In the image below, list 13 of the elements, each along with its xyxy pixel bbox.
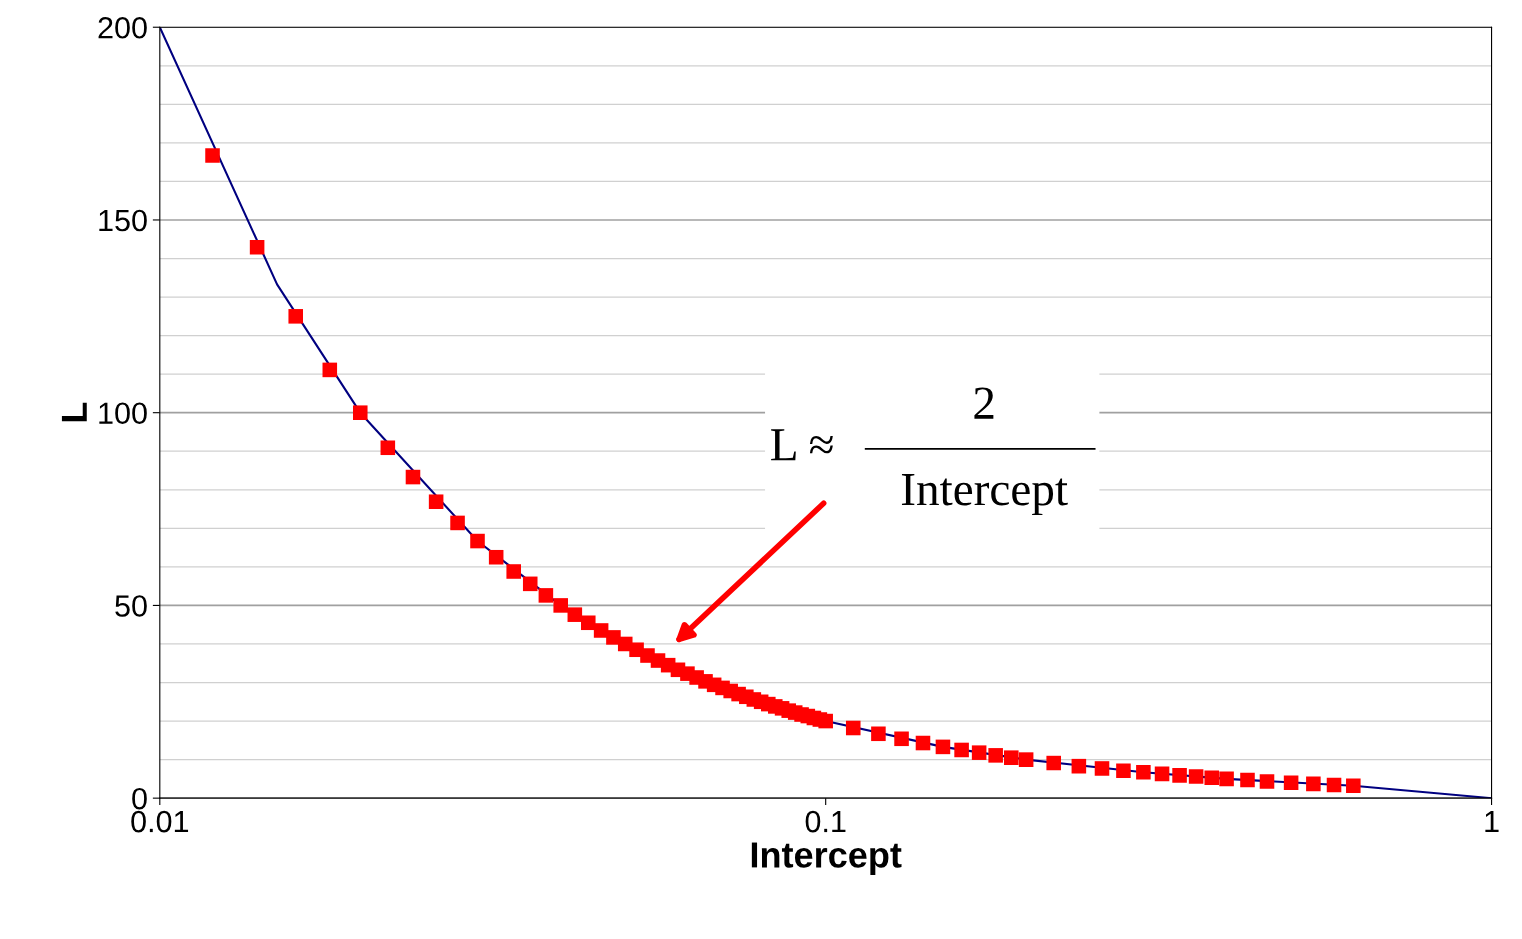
y-tick-label: 150	[99, 209, 147, 232]
annotation: 2	[974, 387, 994, 419]
y-axis-title: L	[61, 402, 87, 422]
x-tick-label: 1	[1485, 811, 1499, 833]
x-tick-label: 0.01	[131, 810, 189, 833]
x-axis-title: Intercept	[751, 842, 902, 875]
y-tick-label: 50	[115, 595, 147, 617]
y-tick-label: 200	[98, 16, 147, 39]
x-tick-label: 0.1	[805, 810, 846, 833]
y-tick-label: 0	[132, 787, 147, 810]
annotation: Intercept	[901, 474, 1068, 516]
y-tick-label: 100	[99, 402, 147, 425]
annotation: L ≈	[771, 429, 833, 461]
